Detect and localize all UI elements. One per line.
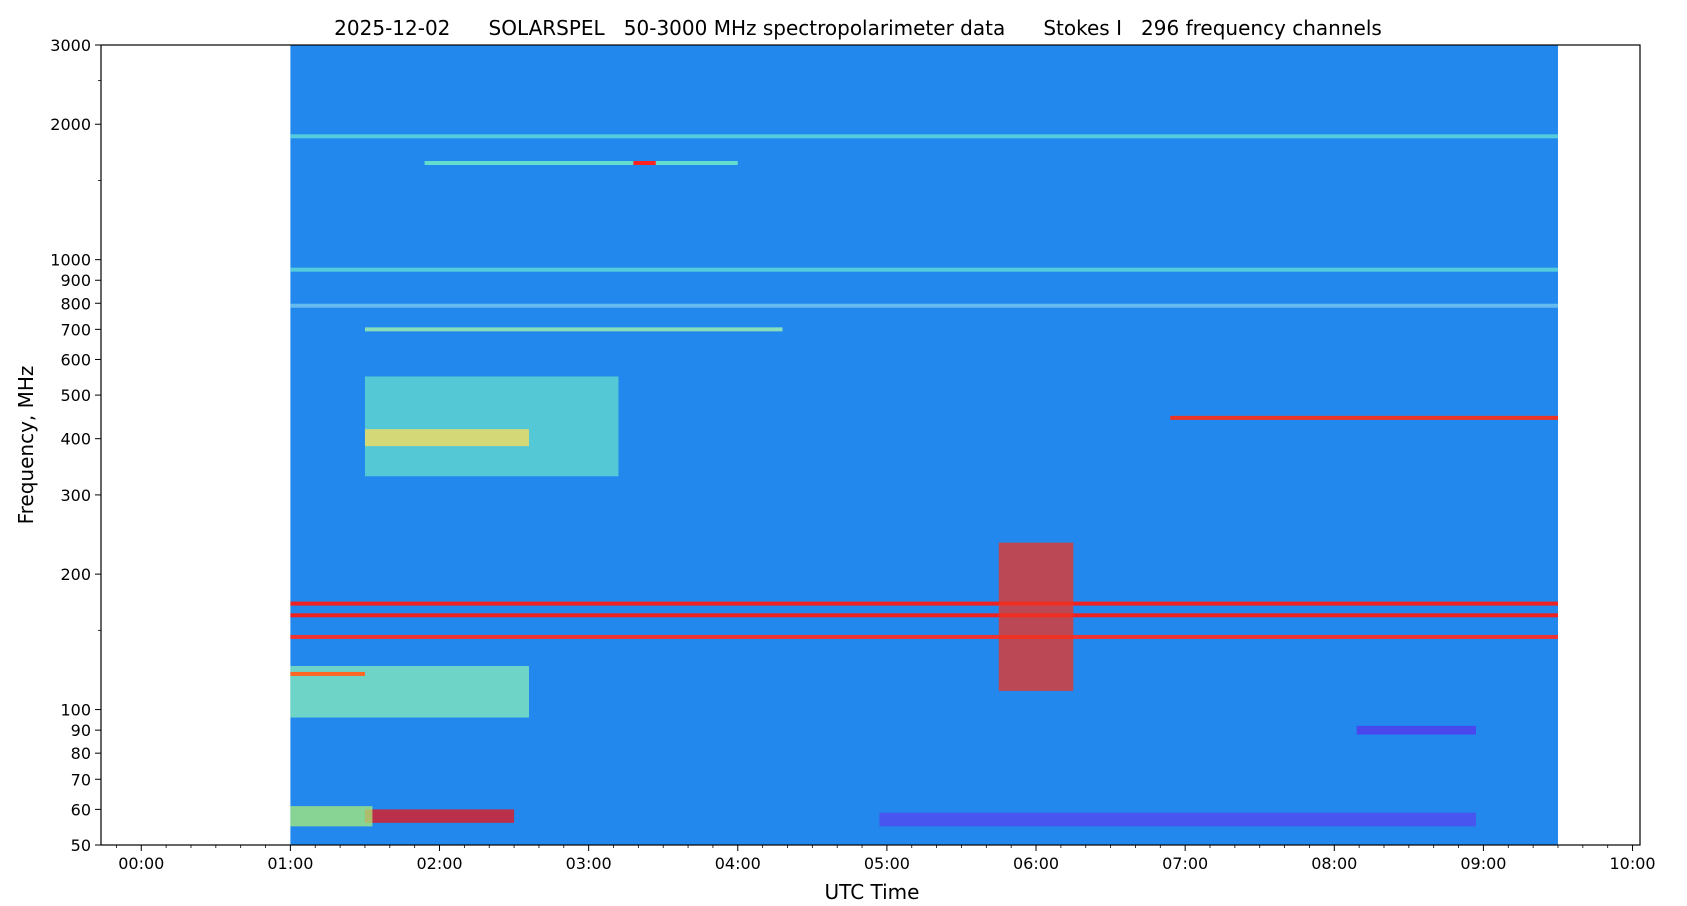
y-tick-label: 2000 [50,115,91,134]
spectral-band [424,161,738,166]
x-tick-label: 06:00 [1013,854,1059,873]
x-tick-label: 01:00 [267,854,313,873]
spectral-block [290,806,373,827]
y-tick-label: 60 [71,800,91,819]
chart-title: 2025-12-02 SOLARSPEL 50-3000 MHz spectro… [334,16,1382,40]
y-tick-label: 500 [60,386,91,405]
spectral-band [290,601,1558,606]
spectral-band [290,671,365,676]
y-tick-label: 800 [60,294,91,313]
spectral-band [290,634,1558,639]
x-axis-label: UTC Time [825,880,920,904]
y-tick-label: 200 [60,565,91,584]
y-tick-label: 3000 [50,36,91,55]
spectral-block [1356,725,1476,735]
x-tick-label: 09:00 [1460,854,1506,873]
y-tick-label: 80 [71,744,91,763]
y-tick-label: 90 [71,721,91,740]
spectral-band [290,613,1558,618]
y-tick-label: 400 [60,430,91,449]
y-axis-label: Frequency, MHz [14,366,38,525]
spectral-band [1170,415,1558,420]
spectral-spot [633,161,656,166]
spectral-block [879,812,1476,827]
y-tick-label: 300 [60,486,91,505]
x-tick-label: 03:00 [566,854,612,873]
y-tick-label: 50 [71,836,91,855]
plot-area [290,45,1558,845]
spectral-band [290,303,1558,308]
x-tick-label: 10:00 [1609,854,1655,873]
x-tick-label: 04:00 [715,854,761,873]
spectral-block [364,809,515,823]
spectral-burst [364,429,529,447]
y-tick-label: 70 [71,770,91,789]
spectral-band [364,327,783,332]
y-tick-label: 900 [60,271,91,290]
plot-frame [100,44,1641,846]
spectral-burst [364,376,619,477]
spectral-band [290,267,1558,272]
spectrogram-features [290,134,1558,827]
spectral-band [290,134,1558,139]
y-tick-label: 600 [60,350,91,369]
spectral-block [998,542,1074,691]
x-tick-label: 00:00 [118,854,164,873]
x-tick-label: 05:00 [864,854,910,873]
y-tick-label: 1000 [50,251,91,270]
y-tick-label: 100 [60,701,91,720]
x-tick-label: 02:00 [416,854,462,873]
y-tick-label: 700 [60,320,91,339]
x-axis: 00:00 01:00 02:00 03:00 04:00 05:00 06:00 07:00… [116,845,1656,873]
x-tick-label: 07:00 [1162,854,1208,873]
x-tick-label: 08:00 [1311,854,1357,873]
